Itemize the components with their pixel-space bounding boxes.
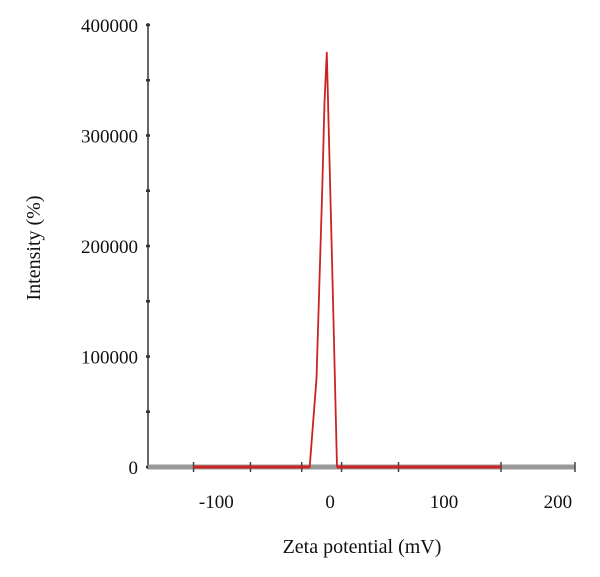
y-tick-label: 0 [129,458,139,479]
x-axis: -100 0 100 200 [148,462,576,513]
x-tick-label: -100 [199,492,234,513]
x-tick-label: 200 [544,492,573,513]
y-tick-label: 200000 [81,237,138,258]
x-axis-title: Zeta potential (mV) [283,536,442,558]
plot-area: 0 100000 200000 300000 400000 -100 0 100 200 [81,16,576,513]
y-tick-label: 300000 [81,127,138,148]
series-group [193,51,501,469]
y-tick-label: 400000 [81,16,138,37]
x-tick-label: 100 [430,492,459,513]
y-tick-label: 100000 [81,348,138,369]
x-tick-label: 0 [325,492,335,513]
y-axis-title: Intensity (%) [23,196,45,301]
y-axis: 0 100000 200000 300000 400000 [81,16,150,479]
series-line [193,51,501,468]
